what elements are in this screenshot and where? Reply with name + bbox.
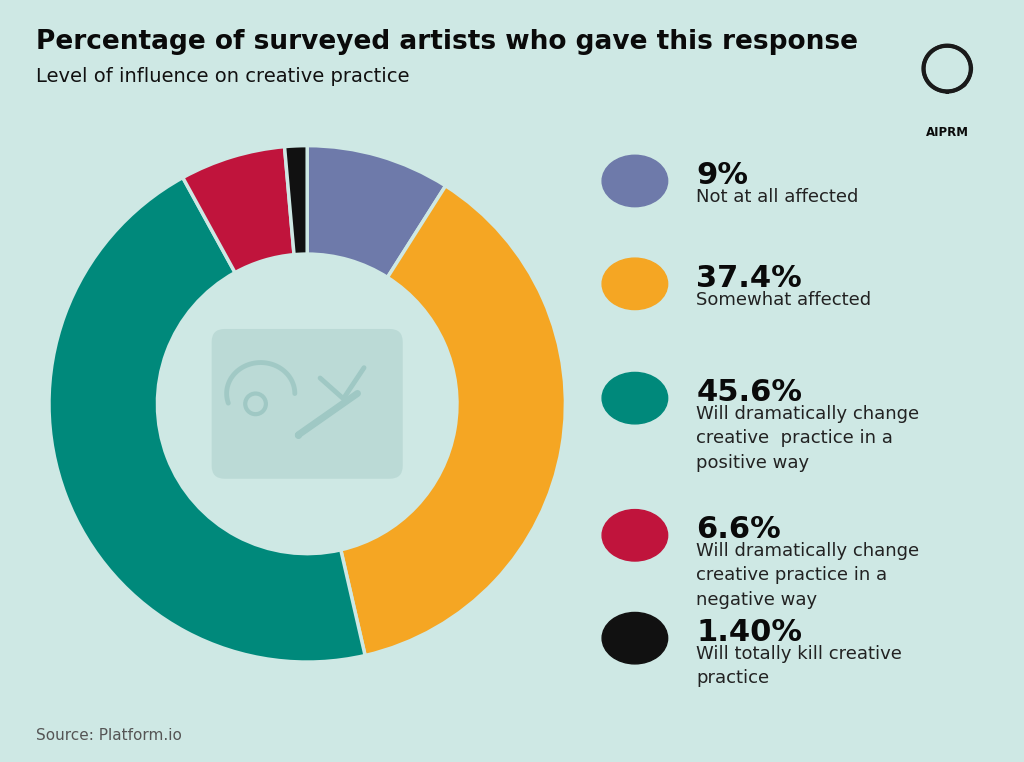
FancyBboxPatch shape bbox=[212, 329, 402, 479]
Text: Not at all affected: Not at all affected bbox=[696, 188, 859, 206]
Circle shape bbox=[164, 261, 451, 547]
Text: AIPRM: AIPRM bbox=[926, 126, 969, 139]
Ellipse shape bbox=[602, 373, 668, 424]
Text: 9%: 9% bbox=[696, 161, 749, 190]
Ellipse shape bbox=[602, 510, 668, 561]
Ellipse shape bbox=[602, 155, 668, 207]
Text: Will dramatically change
creative practice in a
negative way: Will dramatically change creative practi… bbox=[696, 543, 920, 609]
Text: Will totally kill creative
practice: Will totally kill creative practice bbox=[696, 645, 902, 687]
Text: 1.40%: 1.40% bbox=[696, 618, 803, 647]
Wedge shape bbox=[183, 146, 294, 273]
Wedge shape bbox=[341, 186, 565, 655]
Ellipse shape bbox=[602, 258, 668, 309]
Text: 45.6%: 45.6% bbox=[696, 378, 803, 407]
Text: Percentage of surveyed artists who gave this response: Percentage of surveyed artists who gave … bbox=[36, 29, 858, 55]
Wedge shape bbox=[307, 146, 445, 277]
Text: Source: Platform.io: Source: Platform.io bbox=[36, 728, 181, 743]
Ellipse shape bbox=[602, 613, 668, 664]
Text: Somewhat affected: Somewhat affected bbox=[696, 291, 871, 309]
Wedge shape bbox=[285, 146, 307, 255]
Wedge shape bbox=[49, 178, 366, 662]
Text: Will dramatically change
creative  practice in a
positive way: Will dramatically change creative practi… bbox=[696, 405, 920, 472]
Text: 37.4%: 37.4% bbox=[696, 264, 802, 293]
Text: 6.6%: 6.6% bbox=[696, 515, 781, 544]
Text: Level of influence on creative practice: Level of influence on creative practice bbox=[36, 67, 410, 86]
